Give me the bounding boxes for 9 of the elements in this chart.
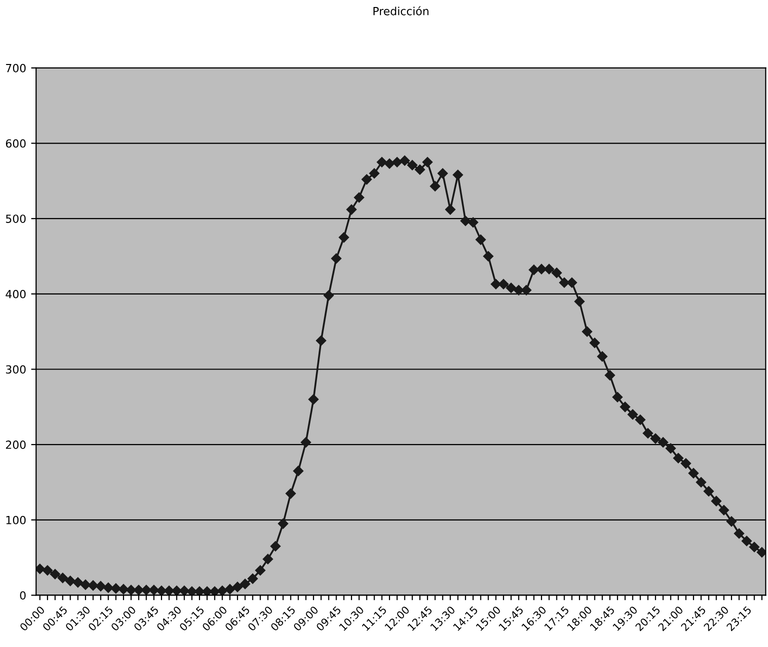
y-tick-label: 0 (20, 591, 26, 600)
y-tick-label: 400 (6, 290, 26, 298)
y-tick-label: 500 (6, 214, 26, 223)
y-tick-label: 100 (6, 516, 26, 524)
chart-title: Predicción (374, 6, 428, 16)
y-tick-label: 300 (6, 365, 26, 374)
y-tick-label: 200 (6, 440, 26, 449)
y-tick-label: 600 (6, 139, 26, 148)
y-tick-label: 700 (6, 64, 26, 72)
